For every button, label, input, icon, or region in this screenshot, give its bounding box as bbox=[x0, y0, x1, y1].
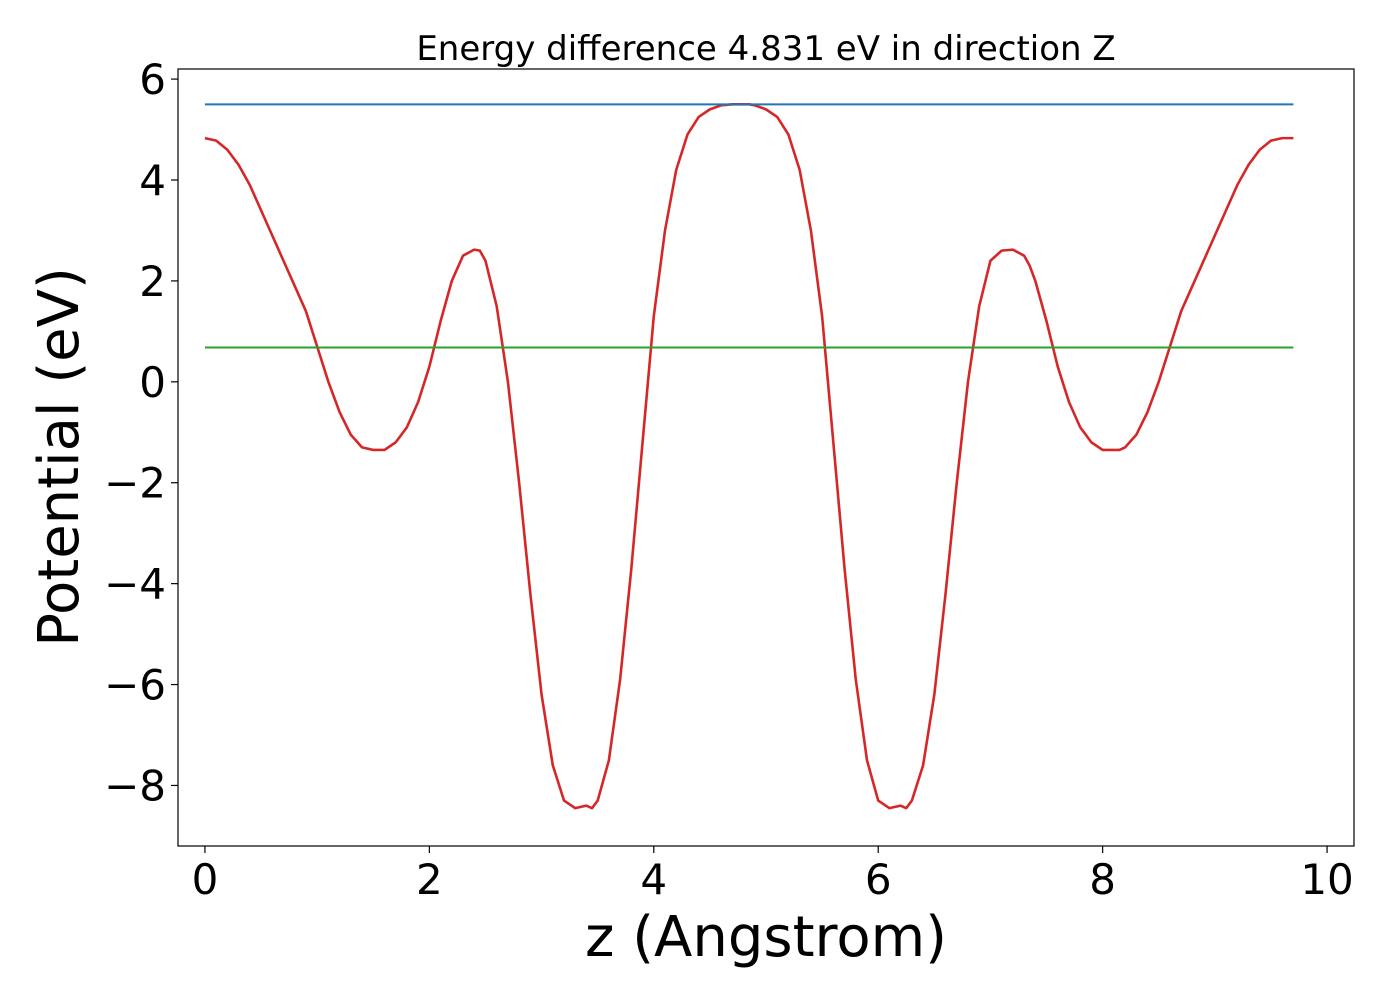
x-tick-label: 4 bbox=[640, 855, 667, 904]
y-tick-label: 2 bbox=[139, 257, 166, 306]
chart-title: Energy difference 4.831 eV in direction … bbox=[416, 29, 1115, 69]
x-axis-title: z (Angstrom) bbox=[585, 905, 947, 970]
x-axis-ticks: 0 2 4 6 8 10 bbox=[192, 846, 1354, 904]
x-tick-label: 6 bbox=[865, 855, 892, 904]
x-tick-label: 8 bbox=[1089, 855, 1116, 904]
x-tick-label: 0 bbox=[192, 855, 219, 904]
x-tick-label: 10 bbox=[1300, 855, 1353, 904]
y-tick-label: 0 bbox=[139, 358, 166, 407]
series-line-0 bbox=[204, 103, 1294, 810]
plot-series-group bbox=[204, 103, 1294, 810]
y-tick-label: 4 bbox=[139, 156, 166, 205]
y-tick-label: 6 bbox=[139, 55, 166, 104]
y-tick-label: −6 bbox=[104, 661, 166, 710]
y-tick-label: −2 bbox=[104, 459, 166, 508]
y-axis-title: Potential (eV) bbox=[27, 267, 92, 647]
y-axis-ticks: 6 4 2 0 −2 −4 −6 −8 bbox=[104, 55, 178, 810]
y-tick-label: −4 bbox=[104, 560, 166, 609]
x-tick-label: 2 bbox=[416, 855, 443, 904]
plot-area-frame bbox=[177, 68, 1355, 847]
y-tick-label: −8 bbox=[104, 761, 166, 810]
